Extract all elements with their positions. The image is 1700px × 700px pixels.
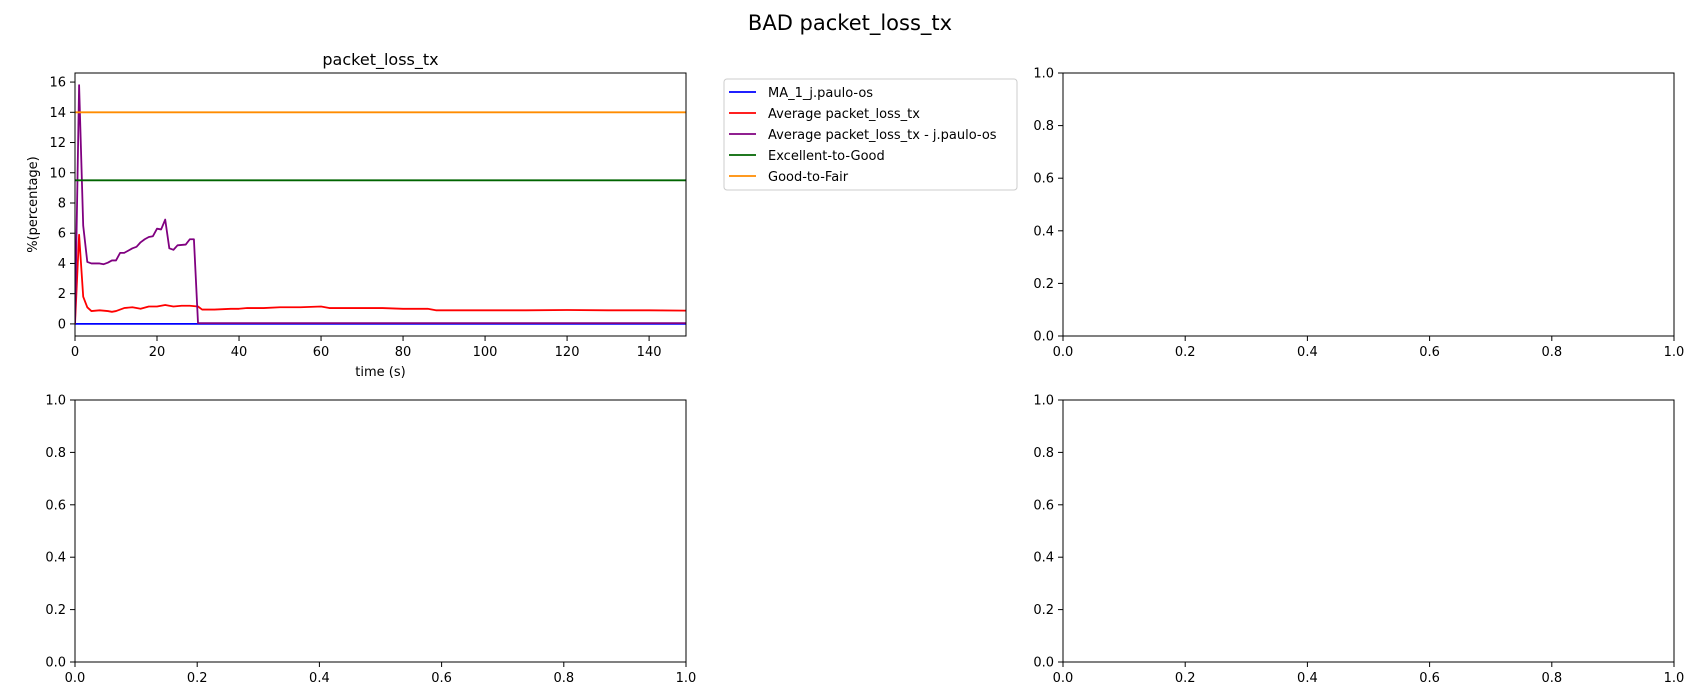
- y-tick-label: 16: [49, 76, 66, 91]
- y-tick-label: 0.8: [45, 446, 66, 461]
- y-tick-label: 0.4: [45, 551, 66, 566]
- x-tick-label: 0.6: [1419, 671, 1440, 686]
- x-axis-label: time (s): [355, 365, 405, 380]
- x-tick-label: 0: [71, 345, 79, 360]
- y-tick-label: 0.8: [1033, 119, 1054, 134]
- x-tick-label: 0.8: [553, 671, 574, 686]
- x-tick-label: 20: [149, 345, 166, 360]
- axes-frame: [1062, 72, 1675, 337]
- subplot-4: 0.0 0.2 0.4 0.6 0.8 1.0 0.0 0.2 0.4 0.6 0.8 1.0: [1033, 394, 1684, 687]
- x-tick-label: 0.6: [1419, 345, 1440, 360]
- y-axis-label: %(percentage): [26, 156, 41, 253]
- y-tick-label: 1.0: [1033, 394, 1054, 409]
- x-tick-label: 0.4: [309, 671, 330, 686]
- figure-suptitle: BAD packet_loss_tx: [748, 11, 952, 36]
- y-tick-label: 4: [58, 257, 66, 272]
- axes-frame: [74, 399, 687, 663]
- legend-entry-4: Excellent-to-Good: [768, 149, 885, 164]
- x-tick-label: 120: [555, 345, 580, 360]
- x-tick-label: 0.4: [1297, 345, 1318, 360]
- x-tick-label: 40: [231, 345, 248, 360]
- x-tick-label: 0.2: [1175, 671, 1196, 686]
- y-tick-label: 2: [58, 287, 66, 302]
- legend-entry-2: Average packet_loss_tx: [768, 107, 920, 122]
- axes-frame: [74, 72, 687, 337]
- x-tick-label: 0.0: [1053, 671, 1074, 686]
- axes-frame: [1062, 399, 1675, 663]
- y-tick-label: 6: [58, 227, 66, 242]
- legend-entry-3: Average packet_loss_tx - j.paulo-os: [768, 128, 997, 143]
- x-tick-label: 1.0: [676, 671, 697, 686]
- x-tick-label: 0.8: [1541, 345, 1562, 360]
- legend-entry-1: MA_1_j.paulo-os: [768, 86, 873, 101]
- y-tick-label: 0.2: [1033, 277, 1054, 292]
- x-tick-label: 100: [473, 345, 498, 360]
- x-tick-label: 140: [637, 345, 662, 360]
- x-tick-label: 80: [395, 345, 412, 360]
- subplot-3: 0.0 0.2 0.4 0.6 0.8 1.0 0.0 0.2 0.4 0.6 0.8 1.0: [45, 394, 696, 687]
- x-tick-label: 0.2: [1175, 345, 1196, 360]
- y-tick-label: 0.0: [1033, 330, 1054, 345]
- x-tick-label: 0.0: [1053, 345, 1074, 360]
- x-tick-label: 0.4: [1297, 671, 1318, 686]
- y-tick-label: 1.0: [1033, 67, 1054, 82]
- y-tick-label: 0.8: [1033, 446, 1054, 461]
- y-tick-label: 14: [49, 106, 66, 121]
- legend-frame: [723, 78, 1018, 191]
- x-tick-label: 0.2: [187, 671, 208, 686]
- subplot-2: 0.0 0.2 0.4 0.6 0.8 1.0 0.0 0.2 0.4 0.6 0.8 1.0: [1033, 67, 1684, 361]
- series-line-3: [75, 84, 686, 325]
- y-tick-label: 12: [49, 136, 66, 151]
- y-tick-label: 0.6: [1033, 498, 1054, 513]
- x-tick-label: 0.6: [431, 671, 452, 686]
- y-tick-label: 10: [49, 166, 66, 181]
- subplots: 0 20 40 60 80 100 120 140 0 2 4 6 8 10 12 14 16 packet_lo…: [26, 50, 1684, 686]
- subplot-1: 0 20 40 60 80 100 120 140 0 2 4 6 8 10 12 14 16 packet_lo…: [26, 50, 1018, 380]
- y-tick-label: 0: [58, 317, 66, 332]
- y-tick-label: 0.6: [1033, 172, 1054, 187]
- y-tick-label: 0.0: [45, 656, 66, 671]
- x-tick-label: 1.0: [1664, 345, 1685, 360]
- y-tick-label: 8: [58, 196, 66, 211]
- y-tick-label: 0.0: [1033, 656, 1054, 671]
- legend-entry-5: Good-to-Fair: [768, 170, 849, 185]
- y-tick-label: 0.2: [1033, 603, 1054, 618]
- legend: MA_1_j.paulo-os Average packet_loss_tx Ave…: [723, 78, 1018, 191]
- y-tick-label: 0.4: [1033, 551, 1054, 566]
- x-tick-label: 0.8: [1541, 671, 1562, 686]
- y-tick-label: 0.4: [1033, 224, 1054, 239]
- subplot-title: packet_loss_tx: [322, 50, 438, 70]
- y-tick-label: 0.6: [45, 498, 66, 513]
- x-tick-label: 60: [313, 345, 330, 360]
- y-tick-label: 0.2: [45, 603, 66, 618]
- x-tick-label: 1.0: [1664, 671, 1685, 686]
- y-tick-label: 1.0: [45, 394, 66, 409]
- series-group: [75, 84, 686, 325]
- series-line-2: [75, 233, 686, 324]
- x-tick-label: 0.0: [65, 671, 86, 686]
